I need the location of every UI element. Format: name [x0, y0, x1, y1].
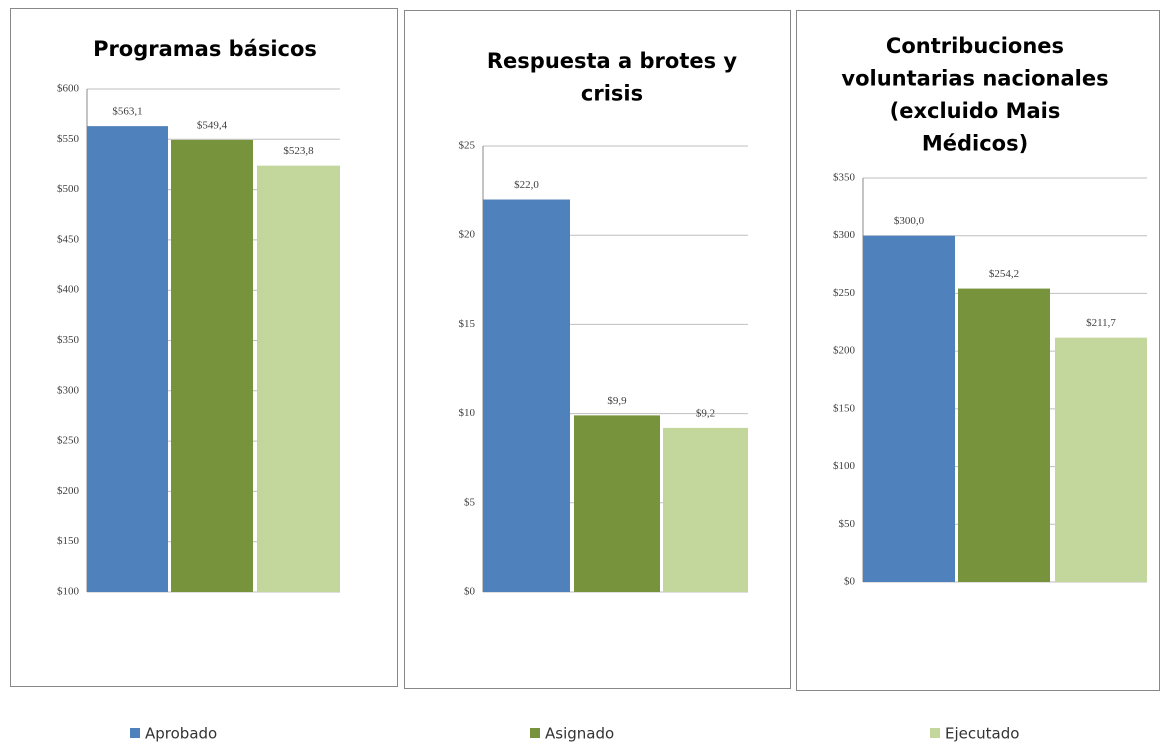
- y-tick-label: $20: [459, 229, 476, 241]
- legend-swatch: [130, 728, 140, 738]
- data-label: $549,4: [197, 119, 228, 131]
- y-tick-label: $100: [57, 586, 80, 598]
- y-tick-label: $0: [464, 586, 476, 598]
- y-tick-label: $10: [459, 407, 476, 419]
- legend-label: Aprobado: [145, 725, 217, 743]
- chart-title: Médicos): [922, 132, 1028, 156]
- bar: [257, 165, 340, 592]
- y-tick-label: $300: [57, 384, 80, 396]
- bar: [574, 415, 660, 592]
- y-tick-label: $25: [459, 140, 476, 152]
- y-tick-label: $250: [833, 287, 856, 299]
- y-tick-label: $15: [459, 318, 476, 330]
- bar: [663, 427, 748, 592]
- y-tick-label: $350: [833, 172, 856, 184]
- legend-swatch: [530, 728, 540, 738]
- bar: [1055, 337, 1147, 582]
- y-tick-label: $450: [57, 233, 80, 245]
- y-tick-label: $400: [57, 284, 80, 296]
- bar: [171, 139, 253, 592]
- data-label: $9,2: [696, 407, 715, 419]
- chart-title: (excluido Mais: [890, 99, 1061, 123]
- y-tick-label: $0: [844, 576, 856, 588]
- y-tick-label: $200: [833, 345, 856, 357]
- y-tick-label: $300: [833, 229, 856, 241]
- data-label: $300,0: [894, 215, 925, 227]
- y-tick-label: $350: [57, 334, 80, 346]
- y-tick-label: $500: [57, 183, 80, 195]
- y-tick-label: $250: [57, 435, 80, 447]
- bar: [87, 126, 168, 592]
- legend-label: Asignado: [545, 725, 614, 743]
- y-tick-label: $550: [57, 133, 80, 145]
- y-tick-label: $600: [57, 83, 80, 95]
- data-label: $254,2: [989, 268, 1019, 280]
- data-label: $9,9: [607, 395, 627, 407]
- y-tick-label: $100: [833, 460, 856, 472]
- bar: [863, 235, 955, 582]
- bar: [958, 288, 1050, 582]
- y-tick-label: $150: [833, 402, 856, 414]
- legend-swatch: [930, 728, 940, 738]
- y-tick-label: $50: [839, 518, 856, 530]
- y-tick-label: $5: [464, 496, 476, 508]
- data-label: $563,1: [112, 106, 142, 118]
- data-label: $211,7: [1086, 317, 1116, 329]
- y-tick-label: $200: [57, 485, 80, 497]
- chart-title: Programas básicos: [93, 37, 317, 61]
- chart-title: crisis: [581, 82, 643, 106]
- chart-title: Contribuciones: [886, 34, 1064, 58]
- chart-title: voluntarias nacionales: [841, 67, 1108, 91]
- data-label: $523,8: [283, 145, 314, 157]
- bar: [483, 199, 570, 592]
- legend-label: Ejecutado: [945, 725, 1019, 743]
- data-label: $22,0: [514, 179, 539, 191]
- y-tick-label: $150: [57, 535, 80, 547]
- chart-title: Respuesta a brotes y: [487, 49, 738, 73]
